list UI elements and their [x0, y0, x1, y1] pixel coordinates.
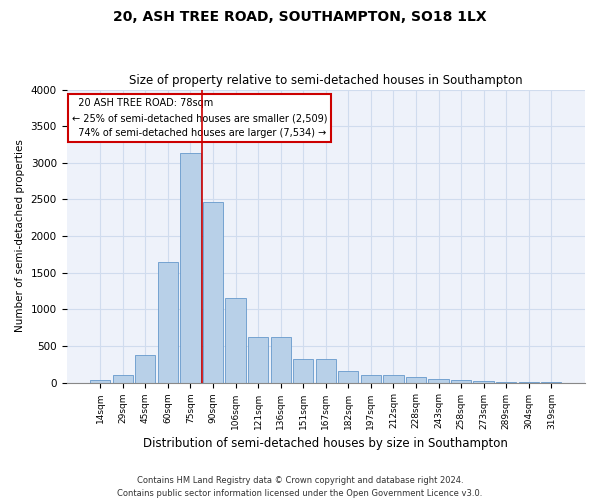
Text: 20 ASH TREE ROAD: 78sqm
← 25% of semi-detached houses are smaller (2,509)
  74% : 20 ASH TREE ROAD: 78sqm ← 25% of semi-de… [72, 98, 327, 138]
Bar [181, 154, 200, 382]
Bar [158, 262, 178, 382]
Bar [361, 375, 381, 382]
Bar [473, 380, 494, 382]
Bar [451, 380, 471, 382]
Bar [383, 375, 404, 382]
Text: Contains HM Land Registry data © Crown copyright and database right 2024.
Contai: Contains HM Land Registry data © Crown c… [118, 476, 482, 498]
Text: 20, ASH TREE ROAD, SOUTHAMPTON, SO18 1LX: 20, ASH TREE ROAD, SOUTHAMPTON, SO18 1LX [113, 10, 487, 24]
Bar [203, 202, 223, 382]
Bar [316, 359, 336, 382]
Y-axis label: Number of semi-detached properties: Number of semi-detached properties [15, 140, 25, 332]
Title: Size of property relative to semi-detached houses in Southampton: Size of property relative to semi-detach… [129, 74, 523, 87]
Bar [293, 359, 313, 382]
Bar [135, 356, 155, 382]
Bar [271, 337, 291, 382]
Bar [226, 298, 246, 382]
Bar [338, 371, 358, 382]
Bar [248, 337, 268, 382]
X-axis label: Distribution of semi-detached houses by size in Southampton: Distribution of semi-detached houses by … [143, 437, 508, 450]
Bar [406, 378, 426, 382]
Bar [90, 380, 110, 382]
Bar [428, 378, 449, 382]
Bar [113, 375, 133, 382]
